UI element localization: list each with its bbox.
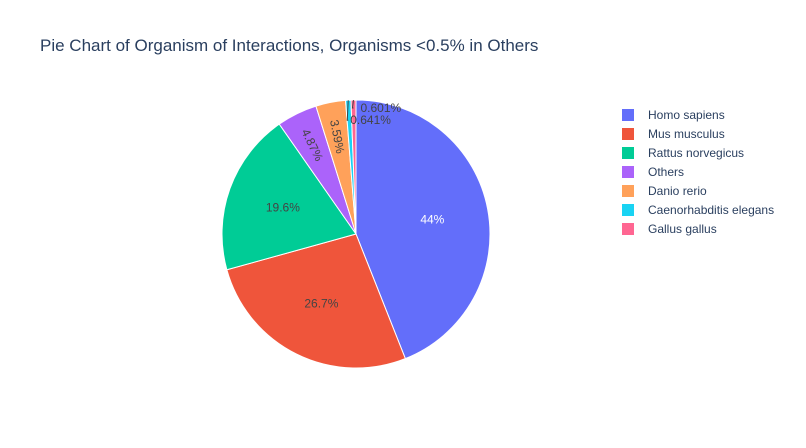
leader-line-gallus-gallus bbox=[351, 99, 354, 109]
slice-label-mus-musculus: 26.7% bbox=[304, 297, 338, 311]
leader-line-caenorhabditis-elegans bbox=[346, 100, 349, 121]
slice-label-gallus-gallus: 0.601% bbox=[360, 101, 401, 115]
pie-slices bbox=[221, 99, 491, 369]
legend-label: Danio rerio bbox=[648, 184, 707, 198]
legend-swatch bbox=[622, 185, 634, 197]
slice-label-homo-sapiens: 44% bbox=[420, 212, 444, 226]
slice-label-danio-rerio: 3.59% bbox=[327, 119, 347, 155]
legend-swatch bbox=[622, 166, 634, 178]
legend-item-rattus-norvegicus[interactable]: Rattus norvegicus bbox=[622, 146, 744, 160]
legend-swatch bbox=[622, 147, 634, 159]
pie-slice-mus-musculus[interactable] bbox=[226, 233, 406, 369]
legend-item-caenorhabditis-elegans[interactable]: Caenorhabditis elegans bbox=[622, 203, 774, 217]
legend-label: Homo sapiens bbox=[648, 108, 725, 122]
legend[interactable]: Homo sapiens Mus musculus Rattus norvegicu… bbox=[622, 108, 774, 236]
legend-swatch bbox=[622, 128, 634, 140]
legend-label: Gallus gallus bbox=[648, 222, 717, 236]
legend-item-homo-sapiens[interactable]: Homo sapiens bbox=[622, 108, 725, 122]
legend-swatch bbox=[622, 204, 634, 216]
legend-label: Rattus norvegicus bbox=[648, 146, 744, 160]
legend-item-danio-rerio[interactable]: Danio rerio bbox=[622, 184, 707, 198]
slice-label-caenorhabditis-elegans: 0.641% bbox=[350, 113, 391, 127]
legend-label: Mus musculus bbox=[648, 127, 725, 141]
slice-label-rattus-norvegicus: 19.6% bbox=[266, 201, 300, 215]
pie-slice-rattus-norvegicus[interactable] bbox=[221, 123, 357, 271]
legend-item-mus-musculus[interactable]: Mus musculus bbox=[622, 127, 725, 141]
legend-label: Others bbox=[648, 165, 684, 179]
legend-swatch bbox=[622, 223, 634, 235]
chart-title: Pie Chart of Organism of Interactions, O… bbox=[40, 36, 538, 55]
pie-slice-homo-sapiens[interactable] bbox=[355, 99, 491, 360]
legend-label: Caenorhabditis elegans bbox=[648, 203, 774, 217]
legend-item-gallus-gallus[interactable]: Gallus gallus bbox=[622, 222, 717, 236]
legend-item-others[interactable]: Others bbox=[622, 165, 684, 179]
legend-swatch bbox=[622, 109, 634, 121]
